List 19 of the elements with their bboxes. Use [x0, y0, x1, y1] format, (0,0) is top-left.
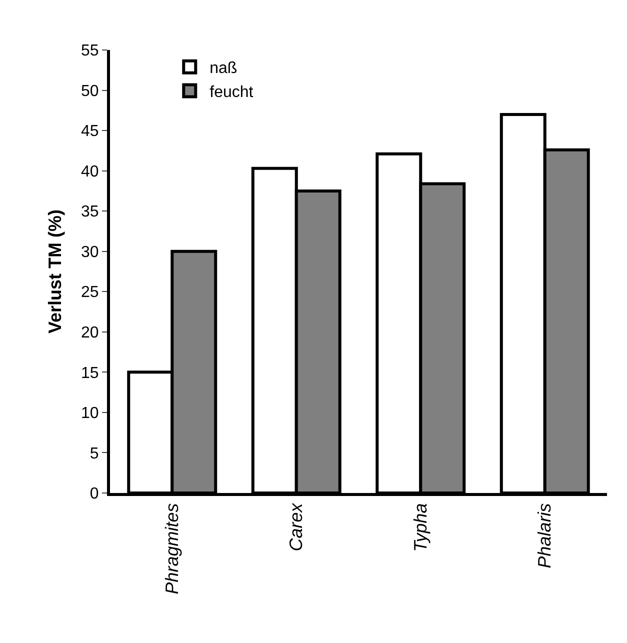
- y-tick-label: 5: [90, 445, 99, 462]
- y-tick-label: 0: [90, 486, 99, 503]
- y-tick-label: 15: [81, 364, 99, 382]
- y-tick-label: 45: [81, 123, 99, 140]
- legend-label: feucht: [210, 84, 254, 101]
- legend-label: naß: [210, 60, 238, 78]
- x-tick-label: Typha: [410, 503, 430, 552]
- y-tick-label: 10: [81, 405, 99, 422]
- y-tick-label: 20: [81, 324, 99, 342]
- y-tick-label: 30: [81, 244, 99, 261]
- y-tick-label: 35: [81, 204, 99, 221]
- y-tick-label: 55: [81, 42, 99, 60]
- y-tick-label: 40: [81, 163, 99, 180]
- y-tick-label: 25: [81, 284, 99, 302]
- x-tick-label: Carex: [286, 502, 306, 552]
- x-tick-label: Phalaris: [534, 503, 555, 568]
- y-tick-label: 50: [81, 82, 99, 100]
- x-tick-label: Phragmites: [162, 503, 182, 594]
- y-axis-title: Verlust TM (%): [45, 209, 66, 334]
